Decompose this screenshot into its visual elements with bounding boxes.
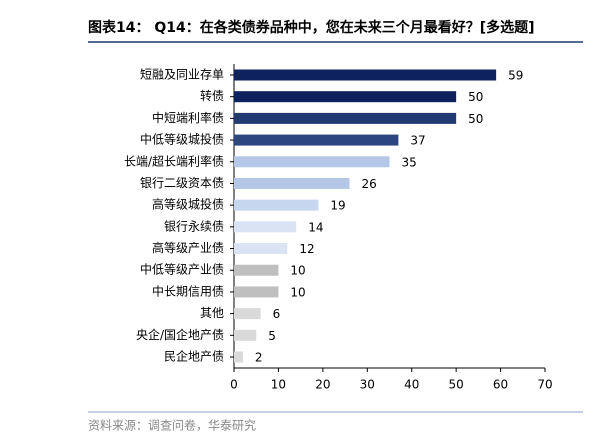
value-label: 10 — [290, 264, 305, 278]
value-label: 50 — [468, 90, 483, 104]
bar — [234, 69, 497, 81]
x-tick-label: 0 — [230, 378, 238, 392]
chart-title: 图表14： Q14：在各类债券品种中，您在未来三个月最看好？[多选题] — [88, 19, 535, 36]
y-tick-label: 长端/超长端利率债 — [124, 153, 224, 168]
value-label: 19 — [330, 199, 345, 213]
bar — [234, 199, 319, 211]
x-tick-label: 30 — [360, 378, 375, 392]
value-label: 50 — [468, 112, 483, 126]
y-tick-label: 央企/国企地产债 — [136, 327, 224, 342]
value-label: 37 — [410, 134, 425, 148]
y-tick-label: 转债 — [200, 88, 224, 103]
value-label: 26 — [362, 177, 377, 191]
bar — [234, 264, 279, 276]
x-tick-label: 50 — [449, 378, 464, 392]
value-label: 12 — [299, 242, 314, 256]
bar — [234, 308, 261, 320]
bar — [234, 243, 288, 255]
y-tick-label: 其他 — [200, 306, 224, 320]
bar — [234, 134, 399, 146]
bar — [234, 221, 297, 233]
y-tick-label: 民企地产债 — [164, 349, 224, 364]
y-tick-label: 银行二级资本债 — [140, 176, 224, 190]
x-tick-label: 60 — [493, 378, 508, 392]
bar — [234, 177, 350, 189]
y-tick-label: 短融及同业存单 — [140, 68, 224, 82]
bar — [234, 329, 257, 341]
value-label: 6 — [273, 307, 281, 321]
x-tick-label: 20 — [315, 378, 330, 392]
bar — [234, 286, 279, 298]
bar — [234, 112, 457, 124]
y-tick-label: 银行永续债 — [164, 219, 224, 233]
y-tick-label: 高等级城投债 — [152, 197, 224, 212]
y-tick-label: 中低等级城投债 — [140, 132, 224, 147]
x-tick-label: 10 — [271, 378, 286, 392]
bar — [234, 91, 457, 103]
value-label: 35 — [402, 155, 417, 169]
value-label: 14 — [308, 220, 323, 234]
y-tick-label: 高等级产业债 — [152, 240, 224, 255]
bar — [234, 156, 390, 168]
value-label: 5 — [268, 329, 276, 343]
bar — [234, 351, 243, 363]
x-tick-label: 40 — [404, 378, 419, 392]
x-tick-label: 70 — [537, 378, 552, 392]
y-tick-label: 中长期信用债 — [152, 283, 224, 298]
source-note: 资料来源：调查问卷，华泰研究 — [88, 418, 256, 433]
y-tick-label: 中短端利率债 — [152, 110, 224, 125]
value-label: 10 — [290, 285, 305, 299]
value-label: 2 — [255, 351, 263, 365]
value-label: 59 — [508, 69, 523, 83]
y-tick-label: 中低等级产业债 — [140, 262, 224, 277]
